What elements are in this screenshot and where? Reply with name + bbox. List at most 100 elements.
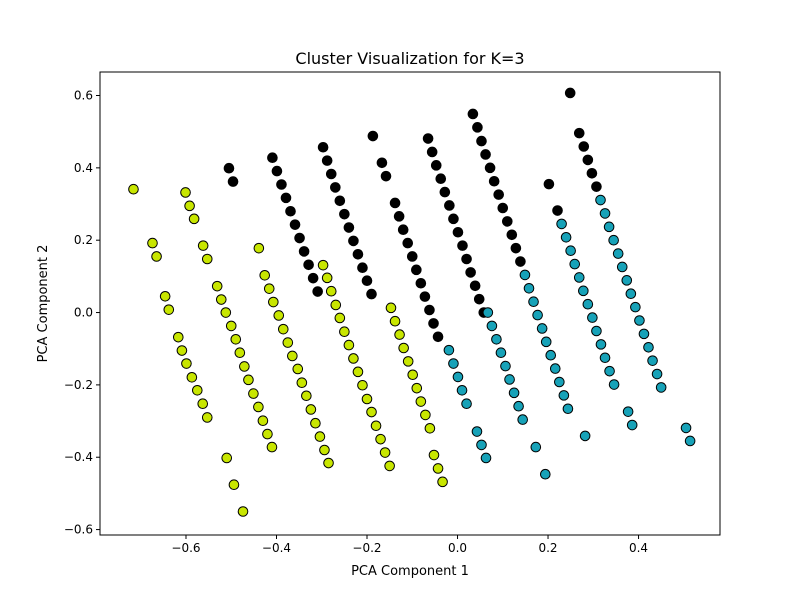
scatter-point-cluster-0 <box>192 385 203 396</box>
scatter-point-cluster-2 <box>569 258 581 270</box>
scatter-point-cluster-0 <box>348 353 359 364</box>
chart-title: Cluster Visualization for K=3 <box>295 49 524 68</box>
scatter-point-cluster-0 <box>181 358 192 369</box>
scatter-point-cluster-0 <box>188 213 200 225</box>
scatter-point-cluster-0 <box>186 371 198 383</box>
scatter-point-cluster-0 <box>319 444 330 456</box>
scatter-point-cluster-2 <box>519 269 531 281</box>
scatter-point-cluster-2 <box>587 312 598 323</box>
scatter-point-cluster-2 <box>476 439 487 451</box>
scatter-point-cluster-1 <box>448 213 459 225</box>
scatter-point-cluster-1 <box>497 202 509 214</box>
scatter-point-cluster-1 <box>325 168 337 180</box>
scatter-point-cluster-2 <box>604 365 615 377</box>
scatter-point-cluster-1 <box>465 267 476 278</box>
scatter-point-cluster-2 <box>471 426 483 437</box>
scatter-point-cluster-1 <box>357 262 368 273</box>
scatter-point-cluster-0 <box>296 377 308 389</box>
scatter-point-cluster-2 <box>599 352 611 364</box>
plot-frame <box>99 71 721 536</box>
scatter-point-cluster-1 <box>426 146 438 158</box>
scatter-point-cluster-1 <box>271 165 283 177</box>
scatter-point-cluster-0 <box>352 366 364 378</box>
scatter-point-cluster-0 <box>234 347 246 358</box>
scatter-point-cluster-1 <box>276 179 287 190</box>
scatter-point-cluster-1 <box>406 251 418 262</box>
scatter-point-cluster-2 <box>540 468 551 480</box>
scatter-point-cluster-1 <box>294 232 305 244</box>
scatter-point-cluster-1 <box>312 286 323 297</box>
scatter-point-cluster-0 <box>420 409 431 421</box>
scatter-point-cluster-2 <box>482 307 494 318</box>
scatter-point-cluster-2 <box>595 194 606 206</box>
scatter-point-cluster-2 <box>540 336 552 348</box>
scatter-point-cluster-1 <box>439 186 451 198</box>
scatter-point-cluster-1 <box>380 170 392 182</box>
scatter-point-cluster-0 <box>343 339 355 351</box>
scatter-point-cluster-2 <box>643 341 654 353</box>
scatter-point-cluster-0 <box>263 283 275 294</box>
scatter-point-cluster-2 <box>579 430 591 442</box>
scatter-point-cluster-2 <box>560 232 572 243</box>
x-axis-label: PCA Component 1 <box>351 564 469 579</box>
scatter-point-cluster-1 <box>321 155 333 166</box>
scatter-point-cluster-2 <box>495 347 507 358</box>
scatter-point-cluster-2 <box>452 371 464 383</box>
scatter-points <box>128 87 696 517</box>
scatter-point-cluster-1 <box>415 277 427 289</box>
scatter-point-cluster-1 <box>424 304 435 316</box>
scatter-point-cluster-2 <box>655 382 667 393</box>
scatter-point-cluster-0 <box>163 304 175 315</box>
scatter-point-cluster-0 <box>180 187 191 198</box>
scatter-point-cluster-2 <box>562 403 574 415</box>
scatter-point-cluster-0 <box>301 390 312 402</box>
scatter-point-cluster-0 <box>197 398 209 410</box>
scatter-point-cluster-1 <box>376 157 388 169</box>
scatter-point-cluster-1 <box>543 178 555 190</box>
scatter-point-cluster-1 <box>473 293 485 305</box>
scatter-point-cluster-0 <box>385 302 397 314</box>
scatter-point-cluster-0 <box>325 285 337 297</box>
scatter-point-cluster-2 <box>513 400 524 412</box>
scatter-point-cluster-2 <box>680 422 692 434</box>
scatter-point-cluster-0 <box>215 294 227 305</box>
scatter-point-cluster-0 <box>239 361 250 372</box>
scatter-point-cluster-2 <box>634 315 645 326</box>
scatter-point-cluster-1 <box>502 216 513 227</box>
scatter-point-cluster-2 <box>651 368 663 380</box>
scatter-point-cluster-1 <box>402 237 414 249</box>
scatter-point-cluster-1 <box>488 175 500 187</box>
scatter-point-cluster-2 <box>599 208 611 219</box>
scatter-point-cluster-2 <box>608 379 620 390</box>
scatter-point-cluster-0 <box>176 345 188 356</box>
scatter-point-cluster-0 <box>243 374 254 386</box>
scatter-point-cluster-2 <box>622 406 634 417</box>
scatter-point-cluster-1 <box>343 222 355 233</box>
scatter-point-cluster-1 <box>267 152 278 164</box>
scatter-point-cluster-2 <box>456 385 468 396</box>
scatter-point-cluster-0 <box>262 428 273 440</box>
x-tick-label: 0.4 <box>629 541 648 555</box>
scatter-point-cluster-0 <box>172 331 184 343</box>
scatter-point-cluster-2 <box>626 419 638 431</box>
scatter-point-cluster-0 <box>287 350 298 362</box>
scatter-point-cluster-2 <box>491 334 502 345</box>
scatter-point-cluster-2 <box>582 298 594 310</box>
scatter-point-cluster-2 <box>591 325 602 337</box>
scatter-point-cluster-1 <box>411 264 422 276</box>
scatter-point-cluster-1 <box>361 275 373 287</box>
scatter-point-cluster-1 <box>506 229 518 241</box>
scatter-point-cluster-0 <box>221 452 233 464</box>
scatter-point-cluster-1 <box>303 259 314 271</box>
scatter-point-cluster-0 <box>366 406 377 418</box>
scatter-point-cluster-0 <box>334 312 346 324</box>
scatter-point-cluster-2 <box>536 323 548 334</box>
scatter-point-cluster-0 <box>384 460 395 472</box>
scatter-point-cluster-0 <box>273 310 285 321</box>
y-axis-label: PCA Component 2 <box>36 245 51 363</box>
scatter-point-cluster-1 <box>223 162 235 174</box>
scatter-point-cluster-1 <box>367 130 379 142</box>
y-tick-label: −0.6 <box>64 523 93 537</box>
x-axis: −0.6 −0.4 −0.2 0.0 0.2 0.4 <box>171 535 648 555</box>
scatter-point-cluster-1 <box>480 149 491 160</box>
